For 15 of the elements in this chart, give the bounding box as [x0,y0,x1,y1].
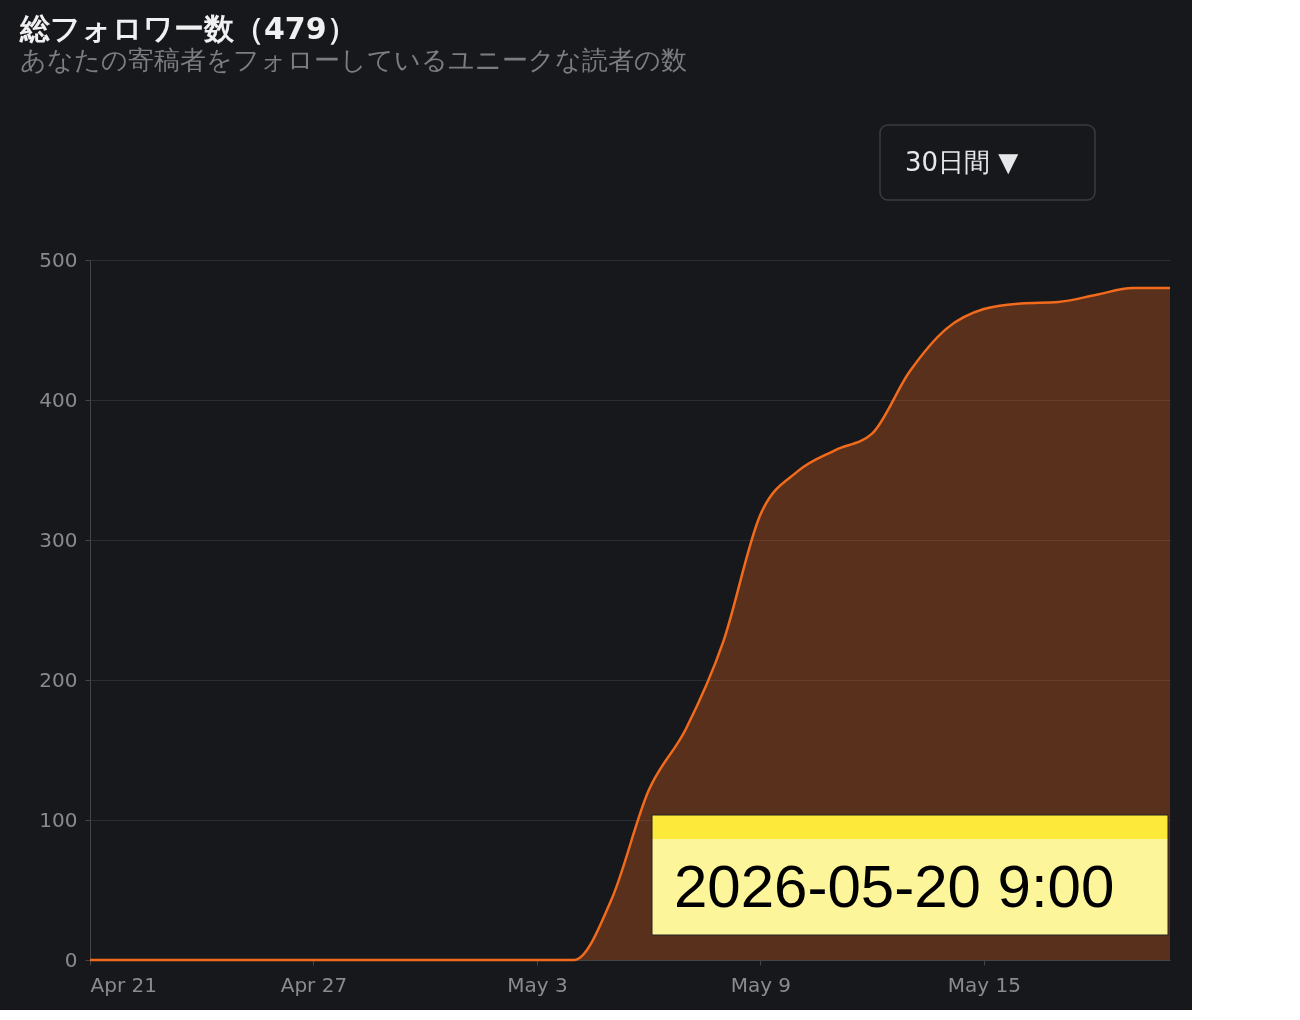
x-tick-label: May 9 [730,972,792,997]
y-tick-label: 0 [64,947,78,972]
x-tick-label: Apr 27 [280,972,348,997]
y-tick-label: 300 [39,527,78,552]
x-tick-label: Apr 21 [90,972,157,997]
annotation: 2026-05-20 9:00 [674,853,1115,920]
text: 30日間 ▼ [905,147,1019,177]
y-tick-label: 500 [39,247,78,272]
x-tick-label: May 15 [947,972,1021,997]
chart-title: 総フォロワー数（479） [19,11,357,47]
chart-subtitle: あなたの寄稿者をフォローしているユニークな読者の数 [20,45,687,76]
y-tick-label: 400 [39,387,78,412]
y-tick-label: 200 [39,667,78,692]
y-tick-label: 100 [39,807,78,832]
x-tick-label: May 3 [507,972,568,997]
